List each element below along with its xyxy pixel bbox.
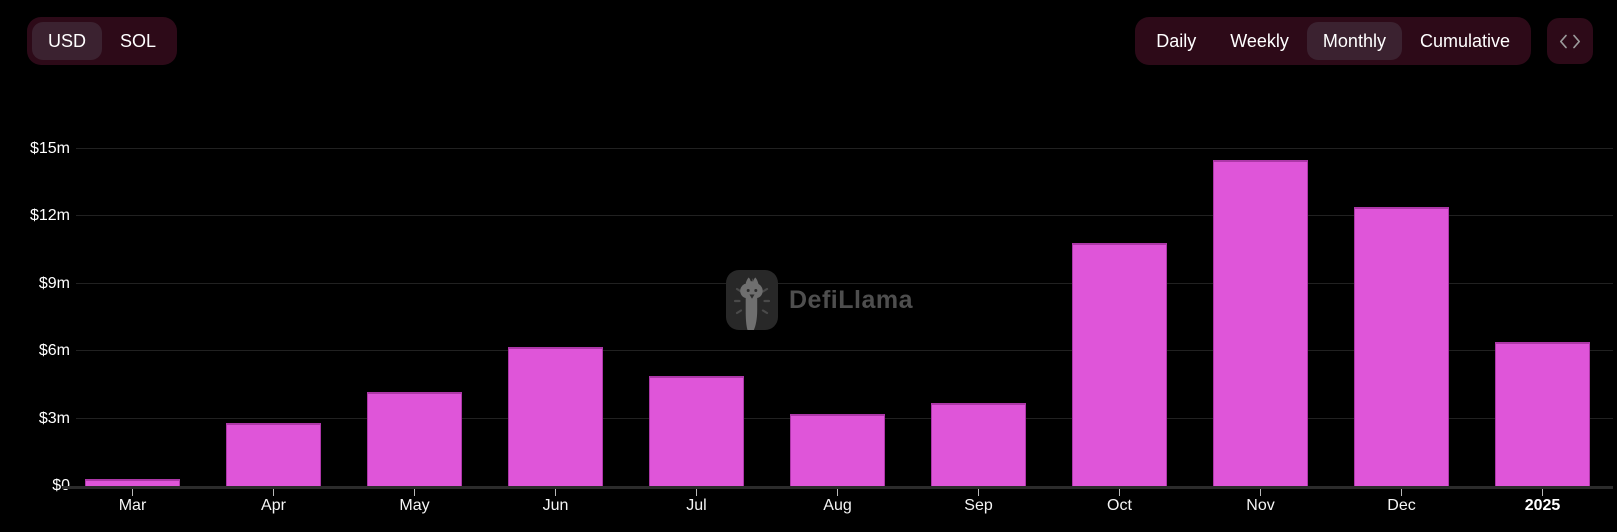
bar-dec[interactable] <box>1353 207 1450 486</box>
x-axis-line <box>62 486 1613 489</box>
interval-cumulative-button[interactable]: Cumulative <box>1404 22 1526 60</box>
x-axis-tick <box>978 489 979 496</box>
bar-may[interactable] <box>366 391 463 486</box>
interval-toggle-group: Daily Weekly Monthly Cumulative <box>1135 17 1531 65</box>
bar-2025[interactable] <box>1494 342 1591 486</box>
x-axis-category: Oct <box>1049 489 1190 515</box>
bar-nov[interactable] <box>1212 160 1309 486</box>
bar-slot <box>1049 149 1190 486</box>
x-axis-tick <box>1542 489 1543 496</box>
bar-mar[interactable] <box>84 479 181 486</box>
bar-slot <box>908 149 1049 486</box>
x-axis-category: Mar <box>62 489 203 515</box>
gridline <box>76 350 1613 352</box>
currency-usd-button[interactable]: USD <box>32 22 103 60</box>
interval-monthly-button[interactable]: Monthly <box>1306 22 1402 60</box>
gridline <box>76 215 1613 217</box>
x-axis-tick-label: Sep <box>964 497 993 514</box>
x-axis-category: Jul <box>626 489 767 515</box>
x-axis-category: Sep <box>908 489 1049 515</box>
bar-slot <box>203 149 344 486</box>
x-axis-tick-label: Aug <box>823 497 852 514</box>
x-axis-tick <box>555 489 556 496</box>
chart-toolbar: USD SOL Daily Weekly Monthly Cumulative <box>27 17 1593 65</box>
interval-daily-button[interactable]: Daily <box>1140 22 1212 60</box>
y-axis-tick-label: $0 <box>0 477 70 495</box>
bar-slot <box>62 149 203 486</box>
bars <box>62 149 1613 486</box>
y-axis-tick-label: $6m <box>38 342 70 360</box>
x-axis-tick-label: Oct <box>1107 497 1132 514</box>
gridline <box>76 282 1613 284</box>
bar-apr[interactable] <box>225 423 322 486</box>
x-axis-category: Jun <box>485 489 626 515</box>
x-axis-tick-label: Dec <box>1387 497 1416 514</box>
bar-slot <box>1331 149 1472 486</box>
y-axis: $0 $3m $6m $9m $12m $15m <box>0 140 70 494</box>
x-axis-tick-label: Jun <box>542 497 569 514</box>
x-axis-tick <box>1260 489 1261 496</box>
embed-code-button[interactable] <box>1547 18 1593 64</box>
plot-area <box>62 148 1613 486</box>
bar-jul[interactable] <box>648 375 745 486</box>
y-axis-tick-label: $3m <box>38 409 70 427</box>
toolbar-right: Daily Weekly Monthly Cumulative <box>1135 17 1593 65</box>
x-axis-tick-label: Jul <box>686 497 707 514</box>
x-axis-tick <box>1401 489 1402 496</box>
bar-slot <box>1190 149 1331 486</box>
x-axis-tick-label: Mar <box>118 497 147 514</box>
x-axis-category: May <box>344 489 485 515</box>
bar-slot <box>626 149 767 486</box>
bar-slot <box>767 149 908 486</box>
y-axis-tick-label: $12m <box>29 207 70 225</box>
code-icon <box>1559 34 1581 48</box>
bar-aug[interactable] <box>789 414 886 486</box>
x-axis-tick <box>132 489 133 496</box>
bar-slot <box>1472 149 1613 486</box>
gridline <box>76 148 1613 149</box>
x-axis-category: 2025 <box>1472 489 1613 515</box>
x-axis-tick <box>1119 489 1120 496</box>
bar-oct[interactable] <box>1071 243 1168 486</box>
x-axis-category: Apr <box>203 489 344 515</box>
x-axis-tick <box>696 489 697 496</box>
y-axis-tick-label: $15m <box>29 140 70 157</box>
currency-sol-button[interactable]: SOL <box>104 22 172 60</box>
currency-toggle-group: USD SOL <box>27 17 178 65</box>
x-axis-tick-label: 2025 <box>1524 497 1561 514</box>
x-axis-category: Dec <box>1331 489 1472 515</box>
bar-sep[interactable] <box>930 402 1027 486</box>
interval-weekly-button[interactable]: Weekly <box>1214 22 1305 60</box>
x-axis-tick <box>273 489 274 496</box>
bar-slot <box>344 149 485 486</box>
x-axis-tick-label: Nov <box>1246 497 1275 514</box>
x-axis-tick <box>837 489 838 496</box>
y-axis-tick-label: $9m <box>38 274 70 292</box>
x-axis-tick <box>414 489 415 496</box>
bar-slot <box>485 149 626 486</box>
x-axis-category: Nov <box>1190 489 1331 515</box>
x-axis: Mar Apr May Jun Jul Aug Sep Oct Nov Dec 2025 <box>62 489 1613 515</box>
bar-jun[interactable] <box>507 346 604 486</box>
x-axis-category: Aug <box>767 489 908 515</box>
x-axis-tick-label: May <box>399 497 430 514</box>
x-axis-tick-label: Apr <box>261 497 286 514</box>
